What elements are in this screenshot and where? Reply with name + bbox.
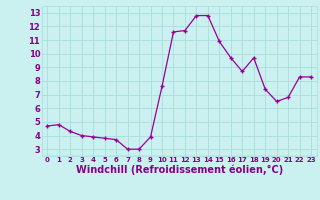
X-axis label: Windchill (Refroidissement éolien,°C): Windchill (Refroidissement éolien,°C) (76, 165, 283, 175)
